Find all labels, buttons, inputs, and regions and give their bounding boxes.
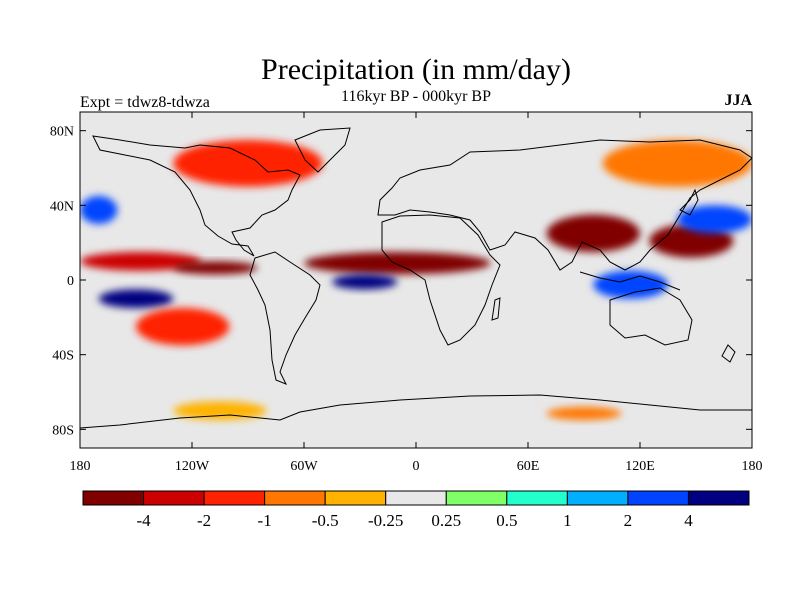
colorbar-box-11 <box>687 490 750 506</box>
anomaly-region-12 <box>173 401 267 420</box>
coastline-new-zealand <box>721 344 736 363</box>
coastline-maritime-continent <box>579 271 681 291</box>
anomaly-region-2 <box>173 261 258 275</box>
anomaly-region-8 <box>593 270 669 299</box>
chart-subtitle: 116kyr BP - 000kyr BP <box>341 88 491 105</box>
lon-tick-label-0: 180 <box>70 459 91 474</box>
coastline-japan <box>679 188 699 216</box>
lon-tick-label-2: 60W <box>290 459 318 474</box>
colorbar-label-8: 1 <box>563 511 572 530</box>
anomaly-region-11 <box>136 308 230 346</box>
anomaly-region-10 <box>80 196 118 224</box>
anomaly-region-9 <box>677 205 752 234</box>
map-axes: 80N 40N 0 40S 80S 180 120W 60W 0 60E 120E 180 <box>50 112 763 474</box>
anomaly-region-7 <box>98 289 174 308</box>
colorbar-label-3: -1 <box>258 511 272 530</box>
chart-title: Precipitation (in mm/day) <box>261 53 571 86</box>
lon-tick-label-5: 120E <box>625 459 655 474</box>
colorbar-box-4 <box>264 490 326 506</box>
lat-tick-label-3: 40S <box>52 349 74 364</box>
lon-tick-label-4: 60E <box>517 459 540 474</box>
anomaly-region-6 <box>332 274 398 290</box>
colorbar: -4 -2 -1 -0.5 -0.25 0.25 0.5 1 2 4 <box>82 490 750 530</box>
lon-tick-label-6: 180 <box>742 459 763 474</box>
lat-tick-label-0: 80N <box>50 125 74 140</box>
season-label: JJA <box>724 92 752 109</box>
coastline-africa <box>381 214 501 346</box>
colorbar-box-1 <box>82 490 145 506</box>
lon-tick-label-1: 120W <box>175 459 210 474</box>
anomaly-layer <box>80 140 752 421</box>
coastline-eurasia <box>377 139 752 271</box>
coastline-north-america <box>92 135 301 257</box>
colorbar-box-5 <box>324 490 387 506</box>
colorbar-box-7 <box>445 490 508 506</box>
colorbar-box-2 <box>143 490 205 506</box>
anomaly-region-13 <box>546 406 622 421</box>
lat-tick-label-2: 0 <box>67 274 74 289</box>
coastline-south-america <box>249 251 321 385</box>
anomaly-region-15 <box>602 140 752 187</box>
anomaly-region-1 <box>80 252 202 271</box>
colorbar-label-10: 4 <box>684 511 693 530</box>
coastline-australia <box>609 287 693 346</box>
colorbar-box-9 <box>566 490 629 506</box>
colorbar-label-7: 0.5 <box>496 511 517 530</box>
colorbar-label-1: -4 <box>136 511 151 530</box>
coastline-antarctica <box>80 394 752 429</box>
coastline-greenland <box>294 127 351 173</box>
lat-tick-label-1: 40N <box>50 199 74 214</box>
anomaly-region-14 <box>173 140 323 187</box>
colorbar-box-6 <box>385 490 447 506</box>
colorbar-box-3 <box>203 490 266 506</box>
lon-tick-label-3: 0 <box>413 459 420 474</box>
coastlines <box>80 127 752 429</box>
colorbar-label-6: 0.25 <box>431 511 461 530</box>
anomaly-region-4 <box>546 214 640 252</box>
anomaly-region-3 <box>304 252 491 275</box>
experiment-label: Expt = tdwz8-tdwza <box>80 94 210 111</box>
colorbar-label-9: 2 <box>624 511 633 530</box>
coastline-madagascar <box>491 297 501 321</box>
colorbar-box-8 <box>506 490 568 506</box>
colorbar-box-10 <box>627 490 689 506</box>
lat-tick-label-4: 80S <box>52 423 74 438</box>
colorbar-label-2: -2 <box>197 511 211 530</box>
colorbar-label-5: -0.25 <box>368 511 403 530</box>
colorbar-label-4: -0.5 <box>312 511 339 530</box>
